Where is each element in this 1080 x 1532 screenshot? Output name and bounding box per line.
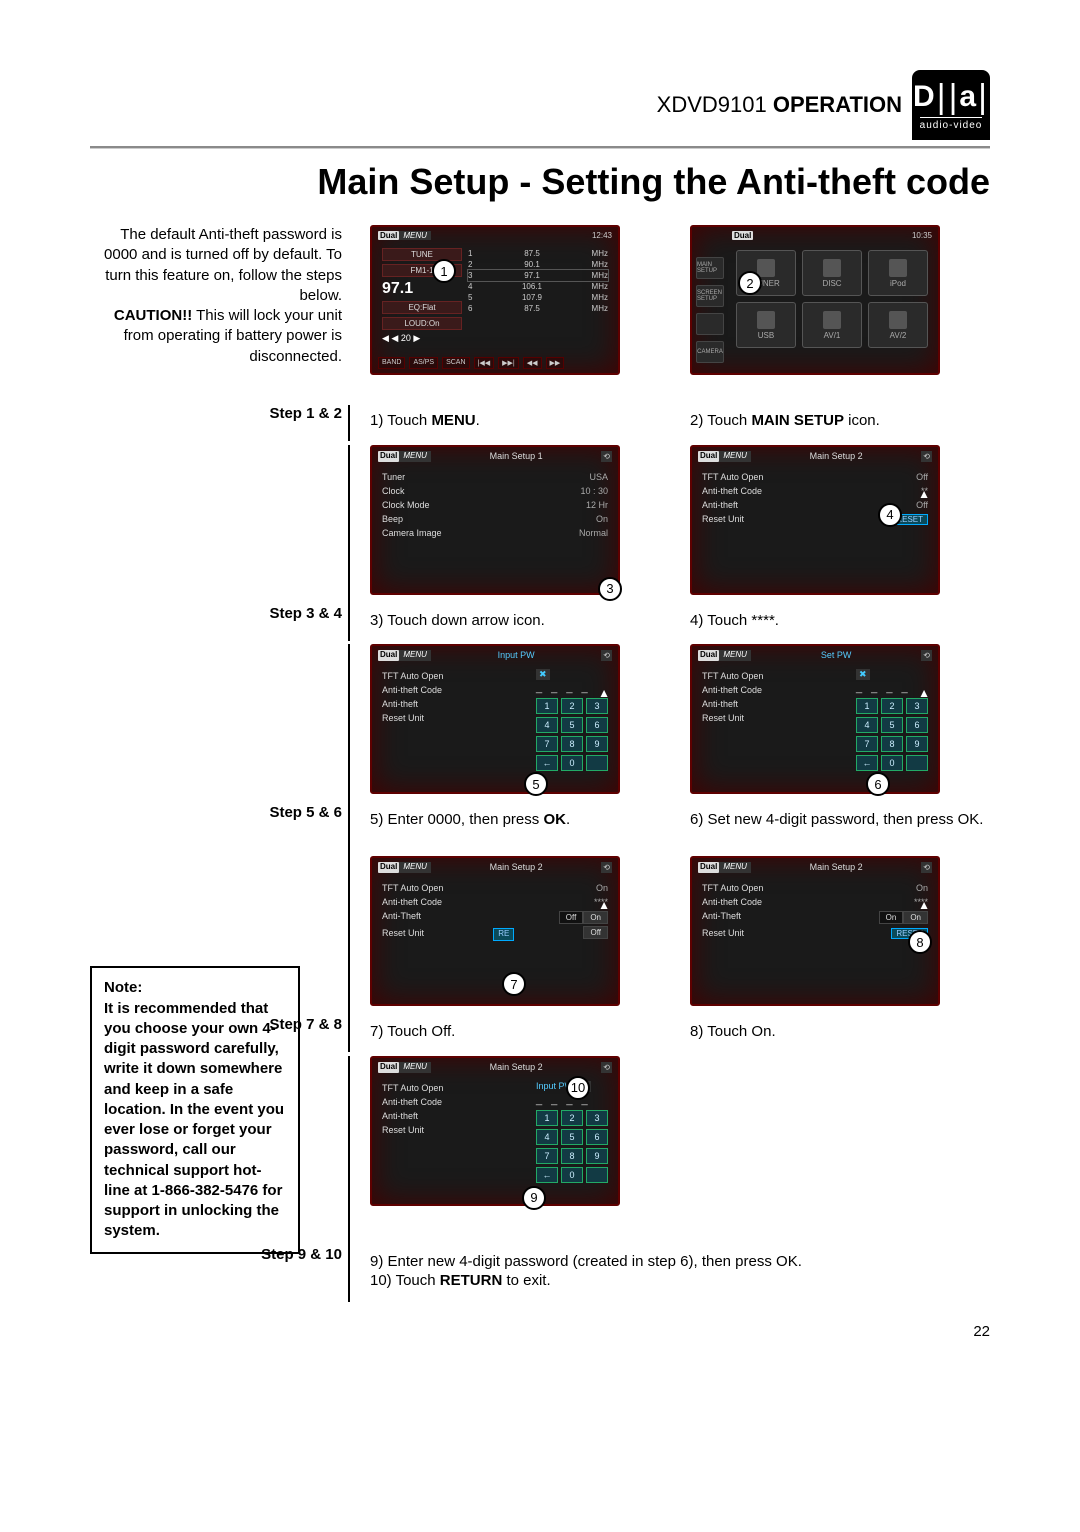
caption-9-10: 9) Enter new 4-digit password (created i… [370, 1252, 990, 1291]
screenshot-ms2c: DualMENUMain Setup 2⟲ TFT Auto OpenOn An… [690, 856, 940, 1006]
screenshot-main-setup: Dual10:35 MAIN SETUP SCREEN SETUP CAMERA… [690, 225, 940, 375]
screenshot-radio: DualMENU12:43 TUNE FM1-1 97.1 EQ:Flat LO… [370, 225, 620, 375]
caption-3: 3) Touch down arrow icon. [370, 611, 670, 631]
screenshot-ms2b: DualMENUMain Setup 2⟲ TFT Auto OpenOn An… [370, 856, 620, 1006]
callout-1: 1 [432, 259, 456, 283]
screenshot-ms2a: DualMENUMain Setup 2⟲ TFT Auto OpenOff A… [690, 445, 940, 595]
logo-sub: audio-video [920, 117, 983, 131]
manual-page: XDVD9101 OPERATION D||a| audio-video Mai… [90, 70, 990, 1340]
caption-6: 6) Set new 4-digit password, then press … [690, 810, 990, 830]
header-title: XDVD9101 OPERATION [657, 92, 902, 118]
caption-7: 7) Touch Off. [370, 1022, 670, 1042]
operation: OPERATION [773, 92, 902, 117]
screenshot-ms2d: DualMENUMain Setup 2⟲ TFT Auto Open Anti… [370, 1056, 620, 1206]
caption-5: 5) Enter 0000, then press OK. [370, 810, 670, 830]
callout-3: 3 [598, 577, 622, 601]
dual-logo: D||a| audio-video [912, 70, 990, 140]
page-title: Main Setup - Setting the Anti-theft code [90, 161, 990, 203]
step-5-6-label: Step 5 & 6 [90, 804, 342, 821]
fig-2: Dual10:35 MAIN SETUP SCREEN SETUP CAMERA… [690, 225, 990, 375]
intro-text: The default Anti-theft password is 0000 … [90, 225, 342, 367]
caption-4: 4) Touch ****. [690, 611, 990, 631]
fig-1: DualMENU12:43 TUNE FM1-1 97.1 EQ:Flat LO… [370, 225, 670, 375]
note-body: It is recommended that you choose your o… [104, 1000, 284, 1240]
screenshot-set-pw: DualMENUSet PW⟲ TFT Auto Open Anti-theft… [690, 644, 940, 794]
callout-9: 9 [522, 1186, 546, 1210]
callout-8: 8 [908, 930, 932, 954]
intro-cell: The default Anti-theft password is 0000 … [90, 225, 350, 405]
model: XDVD9101 [657, 92, 767, 117]
callout-2: 2 [738, 271, 762, 295]
caption-1: 1) Touch MENU. [370, 411, 670, 431]
screenshot-ms1: DualMENUMain Setup 1⟲ TunerUSA Clock10 :… [370, 445, 620, 595]
page-header: XDVD9101 OPERATION D||a| audio-video [90, 70, 990, 140]
callout-7: 7 [502, 972, 526, 996]
note-title: Note: [104, 979, 142, 996]
note-box: Note: It is recommended that you choose … [90, 966, 300, 1253]
header-rule [90, 146, 990, 149]
callout-6: 6 [866, 772, 890, 796]
callout-5: 5 [524, 772, 548, 796]
page-number: 22 [90, 1323, 990, 1340]
callout-10: 10 [566, 1076, 590, 1100]
step-3-4-label: Step 3 & 4 [90, 605, 342, 622]
caption-2: 2) Touch MAIN SETUP icon. [690, 411, 990, 431]
caption-8: 8) Touch On. [690, 1022, 990, 1042]
screenshot-input-pw: DualMENUInput PW⟲ TFT Auto Open Anti-the… [370, 644, 620, 794]
callout-4: 4 [878, 503, 902, 527]
step-1-2-label: Step 1 & 2 [90, 405, 342, 422]
